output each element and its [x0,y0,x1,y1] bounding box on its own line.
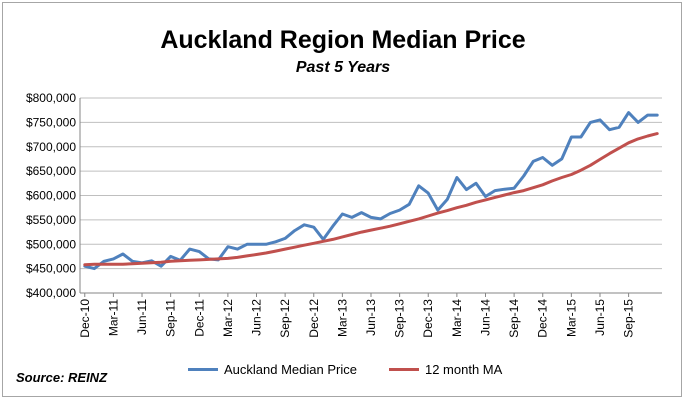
x-tick-label: Mar-11 [106,299,120,336]
x-tick-label: Jun-11 [135,299,149,335]
y-tick-label: $650,000 [26,164,76,178]
x-tick-label: Dec-11 [192,299,206,337]
y-tick-label: $700,000 [26,140,76,154]
y-tick-label: $400,000 [26,286,76,300]
x-tick-label: Sep-11 [164,299,178,337]
x-tick-label: Sep-13 [393,299,407,338]
chart-legend: Auckland Median Price 12 month MA [188,362,534,377]
y-tick-label: $800,000 [26,91,76,105]
legend-item-ma: 12 month MA [388,362,503,377]
source-note: Source: REINZ [16,370,108,385]
legend-swatch-median [188,368,218,371]
y-tick-label: $500,000 [26,237,76,251]
x-tick-label: Dec-13 [421,299,435,338]
y-tick-label: $600,000 [26,189,76,203]
legend-label-ma: 12 month MA [424,362,503,377]
chart-title: Auckland Region Median Price [160,26,526,54]
x-tick-label: Sep-14 [507,299,521,338]
median-series-line [83,111,659,271]
x-tick-label: Jun-12 [250,299,264,336]
x-tick-label: Sep-12 [278,299,292,338]
x-tick-label: Jun-14 [478,299,492,336]
legend-swatch-ma [388,368,419,371]
x-tick-label: Dec-10 [78,299,92,338]
legend-label-median: Auckland Median Price [224,362,357,377]
x-tick-label: Jun-15 [593,299,607,336]
y-tick-label: $450,000 [26,262,76,276]
ma-series-line [83,132,659,267]
y-tick-label: $550,000 [26,213,76,227]
y-tick-label: $750,000 [26,115,76,129]
x-tick-label: Dec-12 [307,299,321,338]
legend-item-median: Auckland Median Price [188,362,357,377]
x-tick-label: Mar-12 [221,299,235,337]
x-tick-label: Dec-14 [536,299,550,338]
chart-frame [2,2,682,397]
x-tick-label: Mar-15 [564,299,578,337]
x-tick-label: Sep-15 [622,299,636,338]
x-tick-label: Mar-14 [450,299,464,337]
x-tick-label: Jun-13 [364,299,378,336]
chart-subtitle: Past 5 Years [295,59,391,76]
x-tick-label: Mar-13 [335,299,349,337]
